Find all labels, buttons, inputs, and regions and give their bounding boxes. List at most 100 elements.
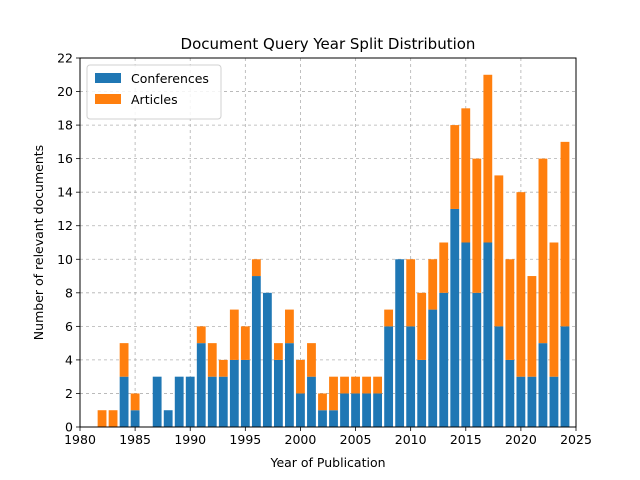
bar-articles-2010 <box>406 259 416 327</box>
bar-conferences-1999 <box>285 343 294 427</box>
y-tick-label: 20 <box>57 84 73 99</box>
bar-conferences-2008 <box>384 326 394 427</box>
bar-articles-1992 <box>207 343 217 377</box>
bar-conferences-1996 <box>251 276 261 427</box>
bar-articles-2011 <box>417 292 427 360</box>
bar-conferences-2001 <box>307 376 316 427</box>
bar-articles-1991 <box>196 326 206 344</box>
bar-conferences-1984 <box>119 376 129 427</box>
bar-conferences-1994 <box>229 359 239 427</box>
bar-conferences-1989 <box>174 376 184 427</box>
x-tick-label: 1995 <box>229 432 261 447</box>
bar-conferences-2005 <box>351 393 360 427</box>
bar-articles-1998 <box>273 343 283 360</box>
chart-title: Document Query Year Split Distribution <box>181 35 476 53</box>
bar-articles-2013 <box>439 242 449 293</box>
bar-conferences-2010 <box>406 326 416 427</box>
bar-conferences-2006 <box>362 393 371 427</box>
bar-conferences-1992 <box>207 376 217 427</box>
bar-conferences-1990 <box>185 376 195 427</box>
bar-conferences-2020 <box>516 376 526 427</box>
x-tick-label: 2025 <box>560 432 592 447</box>
bar-articles-2001 <box>307 343 316 377</box>
bar-conferences-1987 <box>152 376 162 427</box>
bar-conferences-2007 <box>373 393 383 427</box>
bar-conferences-1993 <box>218 376 228 427</box>
bar-articles-2020 <box>516 192 526 377</box>
bar-conferences-2022 <box>538 343 548 427</box>
bar-conferences-2016 <box>472 292 482 427</box>
bar-articles-1982 <box>97 410 107 427</box>
y-tick-label: 14 <box>57 185 73 200</box>
legend-label-articles: Articles <box>131 92 178 107</box>
x-axis: 1980 1985 1990 1995 2000 2005 2010 2015 2020 2025 <box>64 427 592 447</box>
y-tick-label: 12 <box>57 218 73 233</box>
y-tick-label: 8 <box>65 285 73 300</box>
bar-conferences-2023 <box>549 376 559 427</box>
legend: Conferences Articles <box>86 64 222 120</box>
bar-articles-2003 <box>329 376 338 411</box>
bar-articles-1994 <box>229 309 239 360</box>
bar-articles-1995 <box>240 326 250 360</box>
bar-conferences-1988 <box>163 410 173 427</box>
bar-articles-2000 <box>296 359 305 394</box>
bar-conferences-2021 <box>527 376 537 427</box>
bar-articles-2016 <box>472 158 482 293</box>
y-tick-label: 4 <box>65 352 73 367</box>
plot-frame <box>79 57 577 428</box>
bar-articles-2002 <box>318 393 327 411</box>
bar-articles-2008 <box>384 309 394 327</box>
bar-articles-2019 <box>505 259 515 360</box>
y-tick-label: 6 <box>65 319 73 334</box>
bar-conferences-2015 <box>461 242 471 427</box>
x-tick-label: 2015 <box>450 432 482 447</box>
bar-articles-2022 <box>538 158 548 344</box>
y-axis: 0 2 4 6 8 10 12 14 16 18 20 22 <box>57 51 80 435</box>
bar-conferences-1997 <box>262 292 272 427</box>
bar-articles-1985 <box>130 393 140 411</box>
bar-articles-2024 <box>560 141 570 327</box>
x-tick-label: 2005 <box>340 432 372 447</box>
bar-articles-2023 <box>549 242 559 377</box>
bar-conferences-2011 <box>417 359 427 427</box>
x-tick-label: 2010 <box>395 432 427 447</box>
bar-conferences-2024 <box>560 326 570 427</box>
legend-swatch-conferences <box>95 73 121 83</box>
bar-articles-1984 <box>119 343 129 377</box>
bar-articles-1996 <box>251 259 261 277</box>
bar-conferences-2013 <box>439 292 449 427</box>
bar-conferences-2017 <box>483 242 493 427</box>
bar-articles-2006 <box>362 376 371 394</box>
bar-articles-2005 <box>351 376 360 394</box>
y-tick-label: 0 <box>65 420 73 435</box>
y-axis-label: Number of relevant documents <box>31 145 46 340</box>
bar-articles-2015 <box>461 108 471 243</box>
bar-conferences-2003 <box>329 410 338 427</box>
y-tick-label: 10 <box>57 252 73 267</box>
x-tick-label: 1980 <box>64 432 96 447</box>
bar-articles-2021 <box>527 276 537 377</box>
bar-conferences-1995 <box>240 359 250 427</box>
bar-conferences-1991 <box>196 343 206 427</box>
bar-articles-2018 <box>494 175 504 327</box>
bar-conferences-1985 <box>130 410 140 427</box>
bar-conferences-2019 <box>505 359 515 427</box>
bar-articles-1993 <box>218 359 228 377</box>
bar-articles-2007 <box>373 376 383 394</box>
bars <box>97 74 570 427</box>
x-tick-label: 2020 <box>505 432 537 447</box>
y-tick-label: 22 <box>57 51 73 66</box>
bar-conferences-2009 <box>395 259 405 427</box>
legend-swatch-articles <box>95 94 121 104</box>
x-tick-label: 1990 <box>174 432 206 447</box>
legend-label-conferences: Conferences <box>131 71 209 86</box>
y-tick-label: 2 <box>65 386 73 401</box>
x-tick-label: 2000 <box>285 432 317 447</box>
bar-conferences-2000 <box>296 393 305 427</box>
bar-conferences-2012 <box>428 309 438 427</box>
bar-conferences-2014 <box>450 208 460 427</box>
bar-conferences-2004 <box>340 393 349 427</box>
bar-articles-2017 <box>483 74 493 243</box>
bar-articles-2012 <box>428 259 438 310</box>
